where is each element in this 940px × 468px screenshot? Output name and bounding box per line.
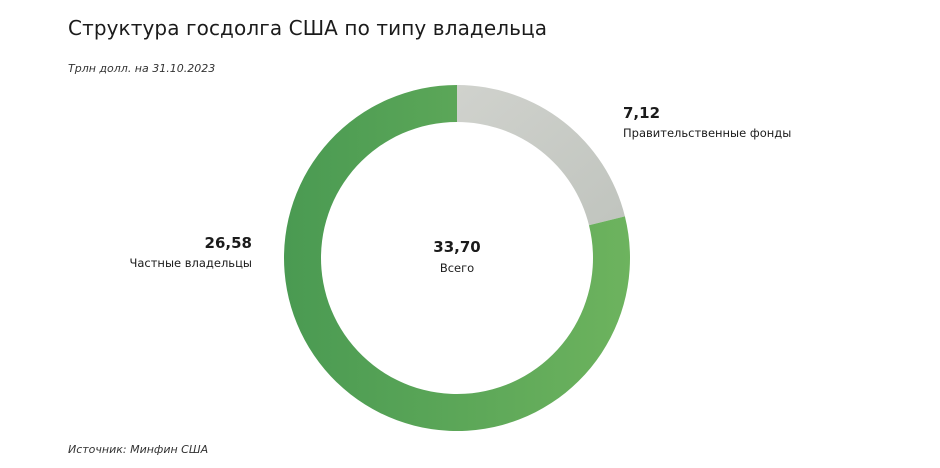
chart-title: Структура госдолга США по типу владельца [68,16,548,40]
slice-value-label-private: 26,58 [205,234,252,252]
chart-subtitle: Трлн долл. на 31.10.2023 [68,62,216,75]
chart-source: Источник: Минфин США [68,443,209,456]
donut-slice-government [457,85,625,226]
total-value-label: 33,70 [433,238,480,256]
slice-value-label-government: 7,12 [623,104,660,122]
total-name-label: Всего [440,261,474,275]
donut-slices [284,85,630,432]
slice-name-label-private: Частные владельцы [129,256,252,270]
slice-name-label-government: Правительственные фонды [623,126,791,140]
